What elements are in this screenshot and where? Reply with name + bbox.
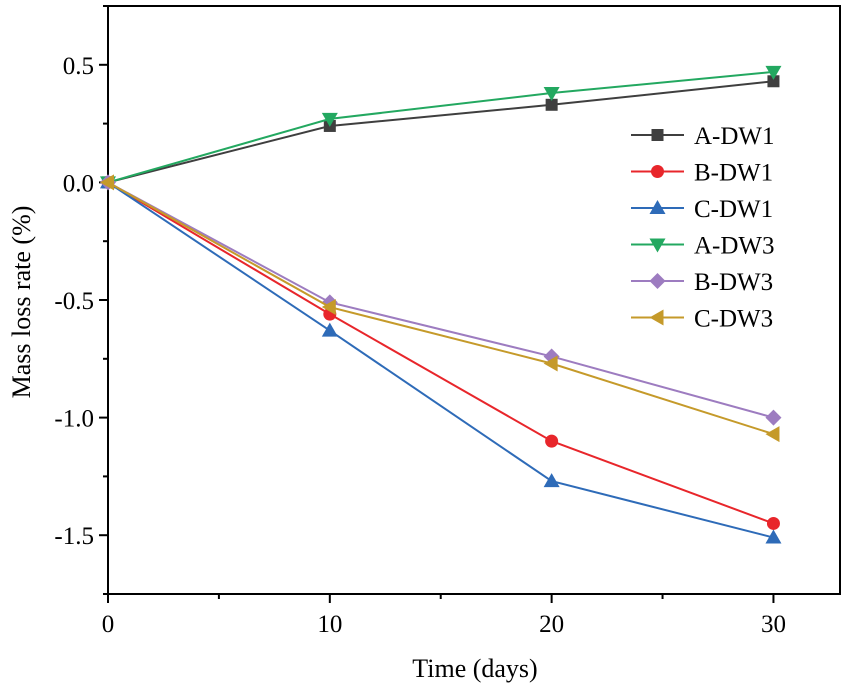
data-point	[543, 87, 560, 102]
data-point	[766, 516, 780, 530]
legend-label: B-DW1	[694, 160, 773, 187]
x-tick-label: 0	[102, 611, 115, 638]
x-tick-label: 30	[761, 611, 786, 638]
x-axis-title: Time (days)	[412, 654, 537, 683]
axes: 0 10 20 30 0.5 0.0 -0.5 -1.0 -1.5	[54, 5, 841, 638]
series-layer	[100, 65, 782, 544]
legend: A-DW1 B-DW1 C-DW1 A-DW3 B-DW3 C-DW3	[631, 123, 775, 333]
data-point	[321, 112, 338, 127]
data-point	[767, 75, 780, 88]
legend-item: C-DW1	[631, 196, 773, 223]
series-line	[107, 181, 774, 436]
series-line	[107, 70, 774, 184]
legend-item: A-DW3	[631, 233, 775, 260]
legend-item: B-DW3	[631, 269, 773, 296]
data-point	[321, 322, 338, 337]
series-line	[107, 181, 774, 525]
y-tick-label: -0.5	[54, 288, 94, 315]
x-tick-label: 10	[317, 611, 342, 638]
legend-item: C-DW3	[631, 306, 773, 333]
legend-item: A-DW1	[631, 123, 775, 150]
data-point	[765, 426, 780, 443]
legend-label: C-DW3	[694, 306, 773, 333]
data-point	[543, 355, 558, 372]
x-tick-label: 20	[539, 611, 564, 638]
series-line	[107, 181, 774, 419]
data-point	[543, 473, 560, 488]
data-point	[765, 529, 782, 544]
y-tick-label: -1.5	[54, 523, 94, 550]
legend-label: B-DW3	[694, 269, 773, 296]
y-tick-label: 0.5	[63, 53, 94, 80]
legend-label: A-DW3	[694, 233, 775, 260]
legend-marker	[649, 273, 666, 289]
legend-label: A-DW1	[694, 123, 775, 150]
legend-label: C-DW1	[694, 196, 773, 223]
series-line	[107, 181, 774, 539]
data-point	[321, 299, 336, 316]
data-point	[765, 409, 782, 426]
y-tick-label: 0.0	[63, 170, 94, 197]
legend-marker	[651, 165, 664, 178]
data-point	[545, 434, 559, 448]
legend-marker	[649, 200, 666, 214]
y-tick-label: -1.0	[54, 406, 94, 433]
y-axis-title: Mass loss rate (%)	[7, 206, 36, 399]
series-line	[107, 80, 774, 184]
data-point	[765, 65, 782, 80]
data-point	[545, 98, 558, 111]
legend-marker	[649, 309, 664, 326]
legend-marker	[651, 129, 664, 141]
series-c-dw3	[100, 174, 780, 443]
data-point	[100, 174, 114, 191]
legend-item: B-DW1	[631, 160, 773, 187]
legend-marker	[649, 238, 666, 253]
